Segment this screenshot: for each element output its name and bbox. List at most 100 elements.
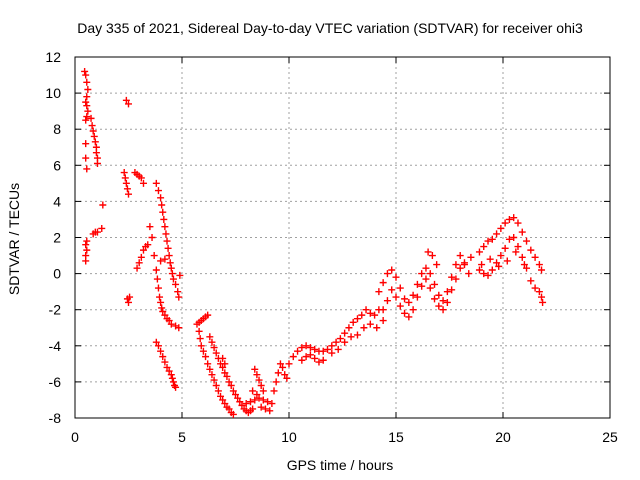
- data-point: [83, 78, 91, 86]
- data-point: [223, 372, 231, 380]
- data-point: [422, 275, 430, 283]
- data-point: [202, 353, 210, 361]
- data-point: [83, 102, 91, 110]
- data-point: [82, 252, 90, 260]
- data-point: [336, 335, 344, 343]
- data-point: [161, 358, 169, 366]
- data-point: [401, 295, 409, 303]
- data-point: [158, 304, 166, 312]
- data-point: [379, 306, 387, 314]
- data-point: [150, 252, 158, 260]
- data-point: [405, 298, 413, 306]
- data-point: [87, 114, 95, 122]
- data-point: [152, 338, 160, 346]
- y-tick-label: 2: [53, 230, 61, 246]
- data-point: [383, 297, 391, 305]
- data-point: [82, 98, 90, 106]
- data-point: [388, 266, 396, 274]
- data-point: [83, 165, 91, 173]
- data-point: [428, 252, 436, 260]
- data-point: [159, 353, 167, 361]
- data-point: [166, 259, 174, 267]
- data-point: [261, 405, 269, 413]
- data-point: [294, 347, 302, 355]
- data-point: [503, 257, 511, 265]
- data-point: [467, 253, 475, 261]
- data-point: [259, 396, 267, 404]
- data-point: [219, 396, 227, 404]
- data-point: [353, 331, 361, 339]
- data-point: [460, 261, 468, 269]
- data-series: [285, 306, 387, 368]
- data-point: [83, 93, 91, 101]
- data-point: [439, 306, 447, 314]
- data-point: [122, 96, 130, 104]
- data-point: [82, 71, 90, 79]
- data-point: [225, 378, 233, 386]
- data-point: [146, 223, 154, 231]
- data-point: [418, 282, 426, 290]
- data-point: [169, 275, 177, 283]
- data-point: [298, 344, 306, 352]
- data-point: [366, 309, 374, 317]
- data-series: [133, 223, 184, 332]
- data-point: [426, 284, 434, 292]
- data-point: [219, 363, 227, 371]
- data-point: [480, 243, 488, 251]
- data-point: [84, 85, 92, 93]
- data-point: [527, 246, 535, 254]
- y-tick-label: 8: [53, 121, 61, 137]
- y-tick-label: 12: [45, 49, 61, 65]
- data-point: [366, 320, 374, 328]
- y-tick-label: -4: [49, 338, 62, 354]
- data-point: [197, 342, 205, 350]
- data-point: [227, 382, 235, 390]
- data-point: [164, 244, 172, 252]
- data-point: [324, 345, 332, 353]
- data-point: [157, 257, 165, 265]
- data-point: [176, 271, 184, 279]
- data-point: [236, 398, 244, 406]
- data-point: [379, 317, 387, 325]
- data-point: [418, 270, 426, 278]
- data-point: [120, 169, 128, 177]
- data-point: [396, 302, 404, 310]
- data-point: [431, 295, 439, 303]
- data-point: [154, 187, 162, 195]
- data-point: [156, 293, 164, 301]
- data-point: [475, 266, 483, 274]
- data-point: [125, 190, 132, 198]
- data-point: [167, 264, 175, 272]
- data-point: [514, 243, 522, 251]
- data-point: [159, 208, 167, 216]
- data-point: [259, 387, 267, 395]
- data-point: [253, 391, 261, 399]
- data-point: [270, 387, 278, 395]
- x-tick-label: 10: [281, 429, 297, 445]
- data-point: [165, 317, 173, 325]
- data-point: [392, 273, 400, 281]
- data-point: [167, 320, 175, 328]
- data-point: [175, 293, 183, 301]
- data-point: [137, 253, 145, 261]
- data-point: [341, 338, 349, 346]
- data-point: [172, 383, 180, 391]
- data-point: [497, 252, 505, 260]
- data-point: [375, 288, 383, 296]
- data-point: [82, 116, 90, 124]
- data-point: [153, 275, 161, 283]
- data-point: [433, 261, 441, 269]
- data-point: [448, 286, 456, 294]
- data-point: [84, 107, 92, 115]
- data-point: [154, 284, 162, 292]
- data-point: [332, 338, 340, 346]
- y-tick-label: -2: [49, 302, 62, 318]
- data-point: [157, 298, 165, 306]
- data-series: [81, 67, 92, 124]
- data-point: [208, 338, 216, 346]
- data-point: [167, 371, 175, 379]
- x-tick-label: 0: [71, 429, 79, 445]
- data-point: [81, 67, 89, 75]
- data-point: [431, 280, 439, 288]
